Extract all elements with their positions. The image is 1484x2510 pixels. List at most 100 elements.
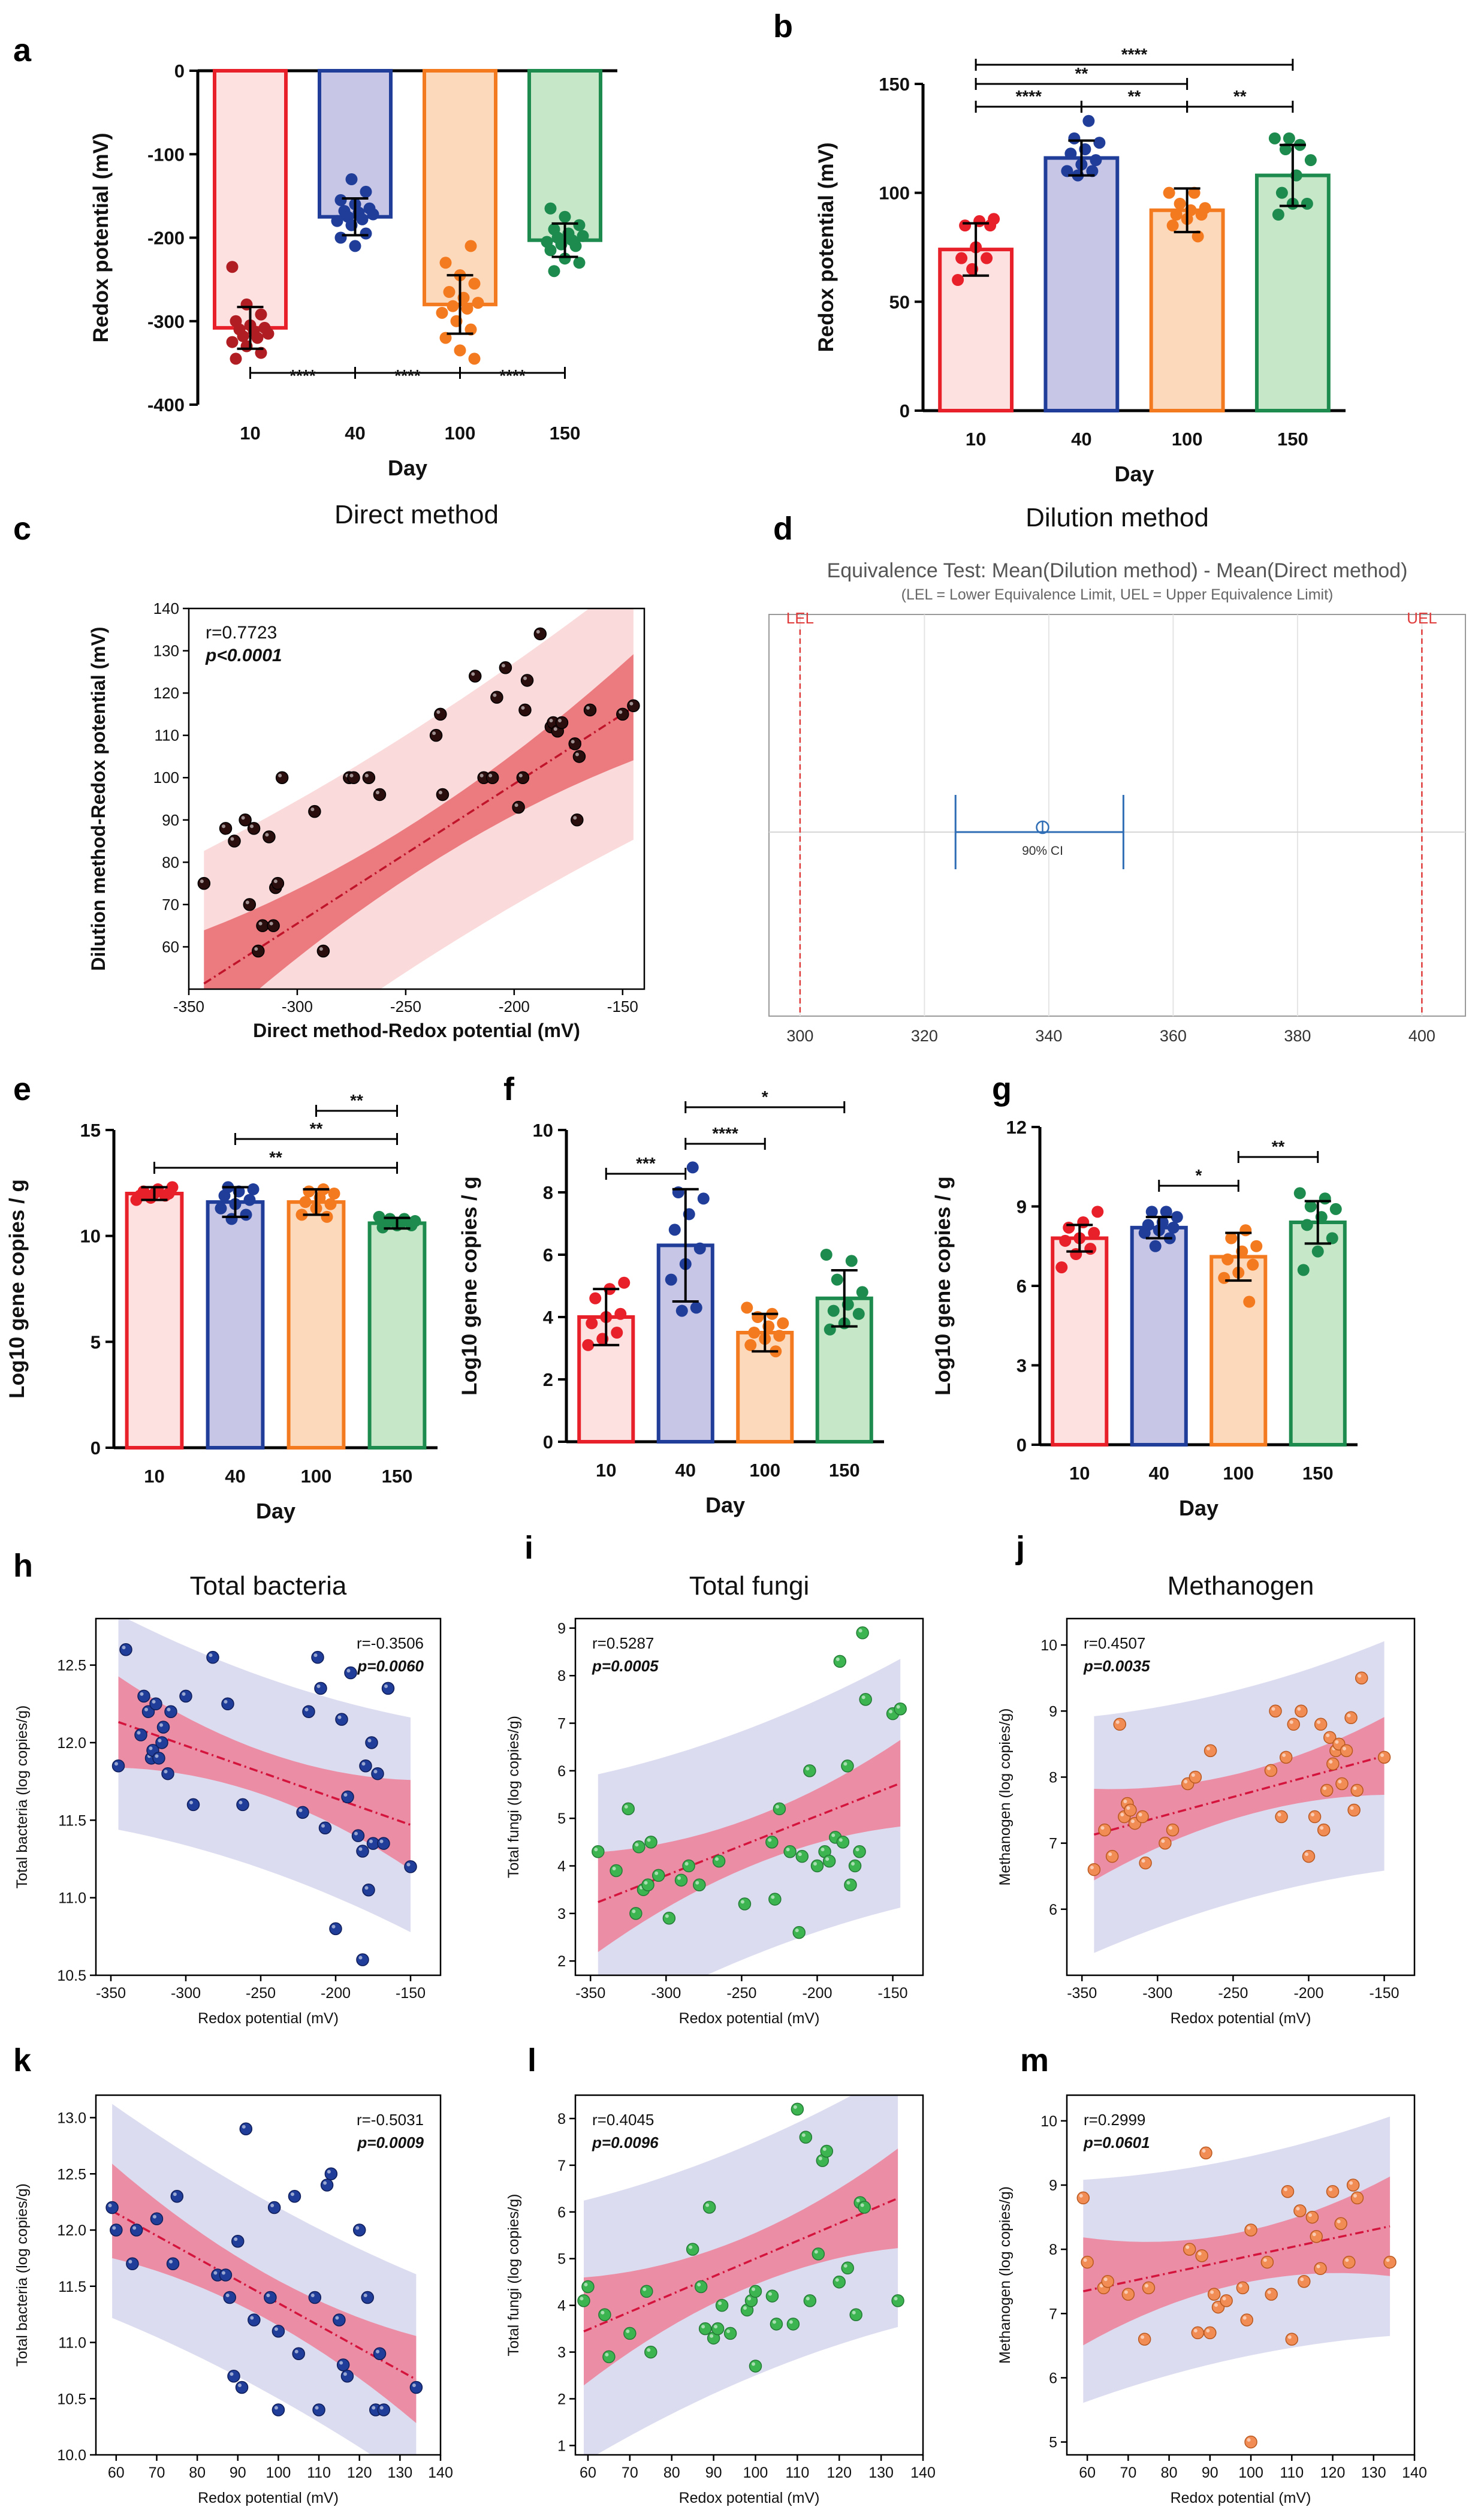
point-highlight (789, 2320, 793, 2324)
point-highlight (144, 1707, 148, 1711)
point-highlight (1289, 1720, 1293, 1724)
data-point (690, 1301, 702, 1314)
data-point (1149, 1240, 1162, 1252)
confidence-band (118, 1676, 411, 1870)
point-highlight (594, 1848, 598, 1852)
point-highlight (225, 2294, 230, 2297)
x-tick-label: 150 (550, 423, 581, 444)
point-highlight (626, 2329, 630, 2333)
data-point (296, 1806, 309, 1819)
data-point (665, 1273, 677, 1286)
data-point (1287, 1717, 1301, 1731)
y-tick-label: 3 (557, 1906, 566, 1923)
significance-label: **** (1015, 87, 1042, 106)
significance-label: ** (1128, 87, 1141, 106)
y-tick-label: 130 (153, 642, 179, 660)
panel-letter-c: c (13, 511, 31, 547)
point-highlight (501, 664, 505, 668)
data-point (853, 1845, 866, 1858)
equivalence-test-chart: Dilution method Equivalence Test: Mean(Di… (768, 503, 1466, 1045)
data-point (1218, 1271, 1230, 1284)
point-highlight (1210, 2290, 1214, 2294)
point-highlight (278, 773, 282, 778)
point-highlight (665, 1914, 669, 1918)
x-tick-label: 130 (868, 2464, 894, 2481)
data-point (237, 330, 249, 342)
point-highlight (714, 2325, 718, 2329)
chart-title: Dilution method (1025, 503, 1209, 532)
data-point (715, 2298, 729, 2312)
point-highlight (1323, 1786, 1327, 1790)
y-tick-label: 4 (543, 1307, 554, 1328)
data-point (161, 1767, 174, 1780)
point-highlight (245, 900, 249, 905)
point-highlight (294, 2349, 298, 2354)
point-highlight (234, 2237, 238, 2241)
y-tick-label: 3 (1017, 1355, 1027, 1376)
plot-area (1076, 2116, 1396, 2449)
point-highlight (375, 790, 379, 794)
data-point (803, 2294, 817, 2307)
point-highlight (654, 1871, 659, 1875)
point-highlight (715, 1857, 719, 1861)
panel-letter-a: a (13, 32, 32, 68)
data-point (164, 1705, 177, 1718)
point-highlight (152, 2214, 156, 2219)
x-tick-label: 100 (749, 1460, 780, 1481)
y-axis-title: Dilution method-Redox potential (mV) (88, 626, 109, 971)
data-point (333, 2313, 346, 2327)
point-highlight (200, 879, 204, 884)
y-tick-label: 1 (557, 2437, 566, 2454)
point-highlight (831, 1833, 835, 1837)
data-point (256, 919, 269, 932)
y-tick-label: 7 (557, 2158, 566, 2174)
y-tick-label: 140 (153, 599, 179, 617)
data-point (738, 1897, 752, 1911)
point-highlight (339, 2361, 343, 2365)
x-tick-label: -350 (575, 1985, 605, 2002)
data-point (768, 1893, 782, 1906)
significance-label: ** (350, 1091, 363, 1110)
point-highlight (1191, 1773, 1195, 1777)
confidence-band (584, 2149, 898, 2386)
y-tick-label: 7 (557, 1716, 566, 1732)
point-highlight (376, 2349, 380, 2354)
data-point (1243, 1295, 1256, 1308)
y-tick-label: 6 (1049, 1902, 1057, 1918)
chart-title: Total fungi (689, 1571, 810, 1601)
plot-area (197, 608, 640, 989)
y-tick-label: -400 (147, 394, 185, 415)
panel-letter-d: d (773, 511, 793, 547)
point-highlight (896, 1705, 900, 1709)
x-tick-label: 150 (382, 1466, 413, 1487)
significance-label: **** (499, 366, 526, 385)
data-point (858, 2201, 871, 2214)
data-point (841, 2261, 854, 2275)
data-point (1244, 2223, 1257, 2237)
point-highlight (239, 1800, 243, 1804)
data-point (623, 2327, 637, 2340)
data-point (748, 1327, 761, 1339)
data-point (548, 265, 560, 278)
data-point (577, 230, 589, 242)
bar-chart-a: 0 -100 -200 -300 -400 10 40 100 150 Day Redox pote… (89, 61, 617, 480)
data-point (1199, 202, 1211, 215)
data-point (777, 1317, 789, 1330)
data-point (675, 1304, 688, 1317)
y-tick-label: 13.0 (57, 2110, 86, 2127)
point-highlight (851, 1862, 855, 1866)
x-tick-label: -250 (1218, 1985, 1248, 2002)
data-point (981, 252, 993, 264)
data-point (1145, 1206, 1158, 1218)
point-highlight (835, 2278, 839, 2282)
data-point (1160, 1206, 1172, 1218)
point-highlight (813, 1862, 817, 1866)
data-point (644, 1836, 657, 1849)
data-point (324, 2167, 338, 2180)
point-highlight (313, 1653, 318, 1658)
y-axis-title: Total bacteria (log copies/g) (14, 1706, 31, 1889)
data-point (795, 1849, 809, 1863)
data-point (371, 1767, 384, 1780)
point-highlight (1120, 1813, 1124, 1817)
data-point (618, 1276, 631, 1289)
